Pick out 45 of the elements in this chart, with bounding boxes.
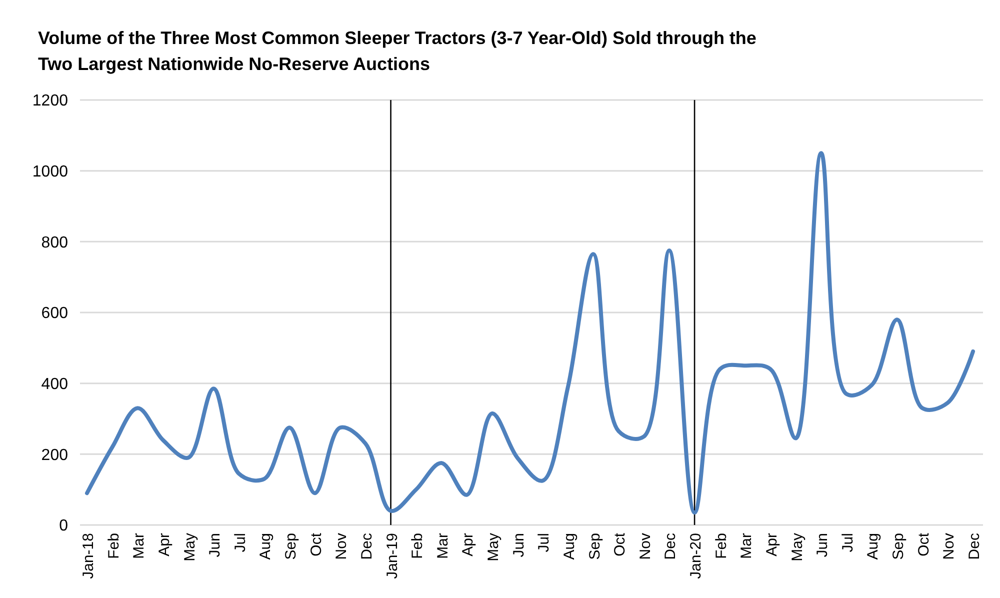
x-tick-label: Jul [536,533,553,552]
x-tick-label: Aug [560,533,578,560]
x-tick-label: May [181,532,198,562]
x-tick-label: Feb [712,533,730,559]
x-tick-label: Aug [864,533,882,560]
x-tick-label: Sep [282,533,300,560]
line-series [85,151,975,515]
x-tick-label: Jan-19 [384,533,401,579]
x-tick-label: Jun [206,533,224,558]
x-tick-label: Nov [333,532,350,560]
y-tick-label: 200 [41,446,68,464]
x-tick-label: Jun [510,533,528,558]
x-tick-label: Oct [612,532,629,556]
x-tick-label: Apr [156,532,173,556]
x-tick-label: Oct [915,532,932,556]
x-tick-label: Sep [890,533,908,560]
y-tick-label: 600 [41,305,68,322]
x-tick-label: Mar [130,533,148,559]
x-tick-label: Jun [814,533,832,558]
y-tick-label: 1200 [32,92,68,110]
x-tick-label: Mar [434,533,452,559]
x-tick-label: Jul [232,533,249,552]
x-tick-label: Feb [409,533,426,559]
y-tick-label: 1000 [32,163,68,180]
x-tick-label: Jul [839,533,856,552]
x-tick-label: Nov [636,532,654,560]
x-tick-label: Aug [257,533,274,560]
x-tick-label: May [485,532,502,562]
y-tick-label: 400 [41,376,68,393]
y-tick-label: 800 [41,234,68,252]
x-tick-label: Jan-20 [688,533,705,579]
x-tick-label: Sep [586,533,604,560]
x-tick-label: Dec [662,532,680,560]
x-tick-label: Dec [966,532,983,560]
x-tick-label: Mar [738,533,756,559]
y-tick-label: 0 [59,518,68,535]
x-tick-label: Nov [940,532,958,560]
x-tick-label: Apr [460,532,477,556]
x-tick-label: May [788,532,806,562]
x-tick-label: Apr [763,532,780,556]
x-tick-label: Feb [105,533,122,559]
chart-title: Volume of the Three Most Common Sleeper Tractors (3-7 Year-Old) Sold through the Two Largest Nationwide No-Reserve Auctions [38,28,756,74]
x-tick-label: Oct [308,532,325,556]
x-tick-label: Dec [358,532,376,560]
x-tick-label: Jan-18 [80,533,97,579]
